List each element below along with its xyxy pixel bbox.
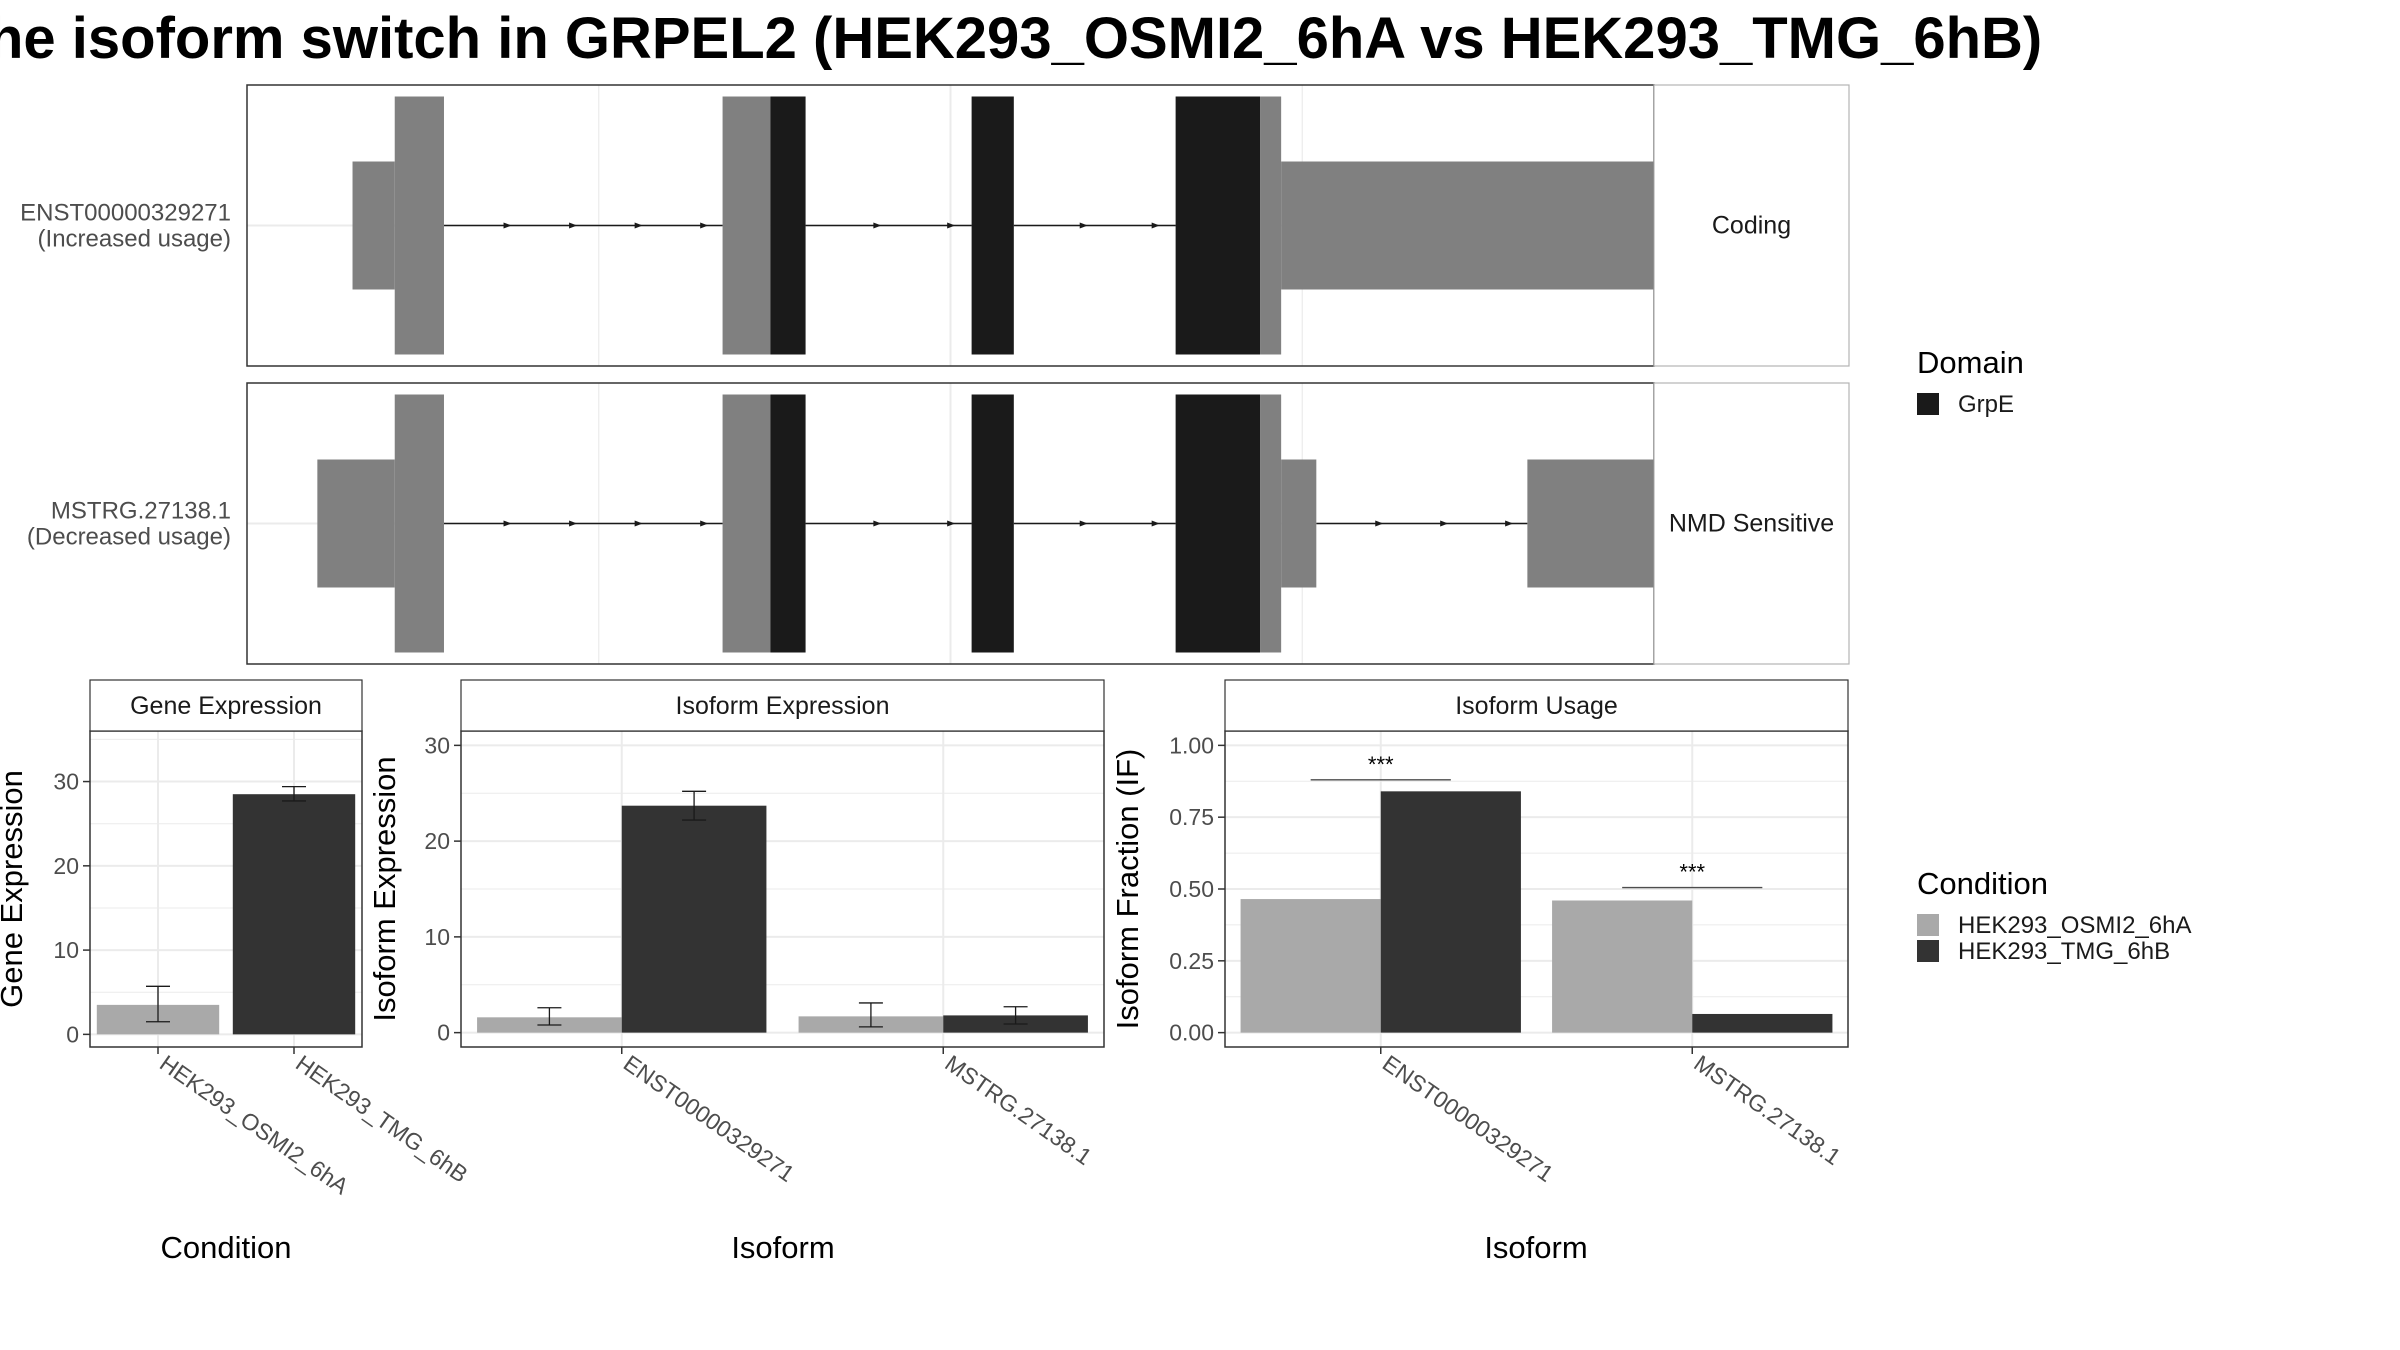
- y-tick-label: 30: [53, 769, 79, 795]
- panel-strip-title: Isoform Usage: [1455, 692, 1618, 720]
- panel-strip-title: Gene Expression: [130, 692, 322, 720]
- intron-arrow: [569, 222, 578, 229]
- y-tick-label: 0: [437, 1020, 450, 1046]
- gene-structure-panels: Coding ENST00000329271(Increased usage) NM…: [20, 84, 1850, 665]
- y-tick-label: 10: [424, 924, 450, 950]
- y-tick-label: 0: [66, 1021, 79, 1047]
- bar: [1380, 791, 1521, 1033]
- exon: [317, 459, 395, 588]
- condition-legend-label: HEK293_OSMI2_6hA: [1958, 912, 2191, 939]
- intron-arrow: [634, 222, 643, 229]
- intron-arrow: [1079, 222, 1088, 229]
- intron-arrow: [1505, 520, 1514, 527]
- panel-strip: [1224, 679, 1849, 732]
- legends: Domain Condition GrpE HEK293_OSMI2_6hAHEK…: [1917, 345, 2191, 965]
- domain-exon: [1175, 96, 1261, 355]
- x-axis-title: Isoform: [1484, 1230, 1587, 1265]
- intron-arrow: [1151, 520, 1160, 527]
- y-axis-title: Gene Expression: [0, 770, 29, 1008]
- transcript-id-label: ENST00000329271: [20, 200, 231, 227]
- y-axis-title: Isoform Expression: [367, 756, 402, 1021]
- y-tick-label: 1.00: [1169, 732, 1214, 758]
- significance-label: ***: [1368, 752, 1394, 777]
- bar: [1552, 900, 1693, 1033]
- exon: [1260, 394, 1282, 653]
- intron-arrow: [1440, 520, 1449, 527]
- condition-legend-key: [1917, 940, 1939, 962]
- significance-label: ***: [1679, 860, 1705, 885]
- panel-strip: [460, 679, 1105, 732]
- bar: [621, 805, 767, 1033]
- intron-arrow: [873, 520, 882, 527]
- y-tick-label: 10: [53, 937, 79, 963]
- transcript-usage-label: (Decreased usage): [27, 524, 231, 551]
- x-tick-label: MSTRG.27138.1: [1689, 1050, 1845, 1170]
- transcript-usage-label: (Increased usage): [38, 226, 231, 253]
- domain-legend-label: GrpE: [1958, 391, 2014, 418]
- intron-arrow: [503, 222, 512, 229]
- domain-exon: [770, 394, 806, 653]
- y-tick-label: 20: [424, 828, 450, 854]
- condition-legend-title: Condition: [1917, 866, 2048, 901]
- y-tick-label: 0.50: [1169, 876, 1214, 902]
- intron-arrow: [700, 520, 709, 527]
- domain-exon: [971, 96, 1014, 355]
- y-axis-title: Isoform Fraction (IF): [1110, 749, 1145, 1030]
- transcript-strip: [1653, 382, 1850, 665]
- transcript-strip: [1653, 84, 1850, 367]
- condition-legend-label: HEK293_TMG_6hB: [1958, 938, 2170, 965]
- exon: [1281, 459, 1317, 588]
- exon: [1527, 459, 1669, 588]
- exon: [722, 96, 771, 355]
- exon: [352, 161, 395, 290]
- intron-arrow: [700, 222, 709, 229]
- y-tick-label: 30: [424, 732, 450, 758]
- domain-legend-title: Domain: [1917, 345, 2024, 380]
- transcript-panel-0: Coding ENST00000329271(Increased usage): [20, 84, 1850, 367]
- bar: [1692, 1013, 1833, 1033]
- transcript-panel-1: NMD Sensitive MSTRG.27138.1(Decreased usa…: [27, 382, 1850, 665]
- intron-arrow: [1151, 222, 1160, 229]
- exon: [722, 394, 771, 653]
- y-tick-label: 0.00: [1169, 1020, 1214, 1046]
- domain-legend-key: [1917, 393, 1939, 415]
- bar: [1240, 899, 1381, 1033]
- bar-panel-1: 0 10 20 30 Isoform Expression ENST00000329271…: [367, 679, 1105, 1265]
- exon: [394, 96, 444, 355]
- x-tick-label: ENST00000329271: [619, 1050, 799, 1187]
- exon: [1281, 161, 1669, 290]
- intron-arrow: [1079, 520, 1088, 527]
- exon: [394, 394, 444, 653]
- domain-exon: [770, 96, 806, 355]
- transcript-id-label: MSTRG.27138.1: [51, 498, 231, 525]
- intron-arrow: [1375, 520, 1384, 527]
- intron-arrow: [873, 222, 882, 229]
- condition-legend-key: [1917, 914, 1939, 936]
- y-tick-label: 0.25: [1169, 948, 1214, 974]
- x-tick-label: MSTRG.27138.1: [940, 1050, 1096, 1170]
- transcript-strip-label: Coding: [1712, 212, 1791, 240]
- bar-panel-2: 0.00 0.25 0.50 0.75 1.00 *** *** Isoform Usage E…: [1110, 679, 1849, 1265]
- y-tick-label: 0.75: [1169, 804, 1214, 830]
- intron-arrow: [569, 520, 578, 527]
- intron-arrow: [947, 520, 956, 527]
- x-axis-title: Isoform: [731, 1230, 834, 1265]
- exon: [1260, 96, 1282, 355]
- y-tick-label: 20: [53, 853, 79, 879]
- figure-title: he isoform switch in GRPEL2 (HEK293_OSMI…: [0, 6, 2042, 71]
- x-axis-title: Condition: [161, 1230, 292, 1265]
- transcript-strip-label: NMD Sensitive: [1669, 510, 1834, 538]
- panel-strip-title: Isoform Expression: [676, 692, 890, 720]
- intron-arrow: [634, 520, 643, 527]
- panel-strip: [89, 679, 363, 732]
- intron-arrow: [503, 520, 512, 527]
- domain-exon: [1175, 394, 1261, 653]
- bar: [232, 794, 356, 1035]
- domain-exon: [971, 394, 1014, 653]
- intron-arrow: [947, 222, 956, 229]
- x-tick-label: ENST00000329271: [1378, 1050, 1558, 1187]
